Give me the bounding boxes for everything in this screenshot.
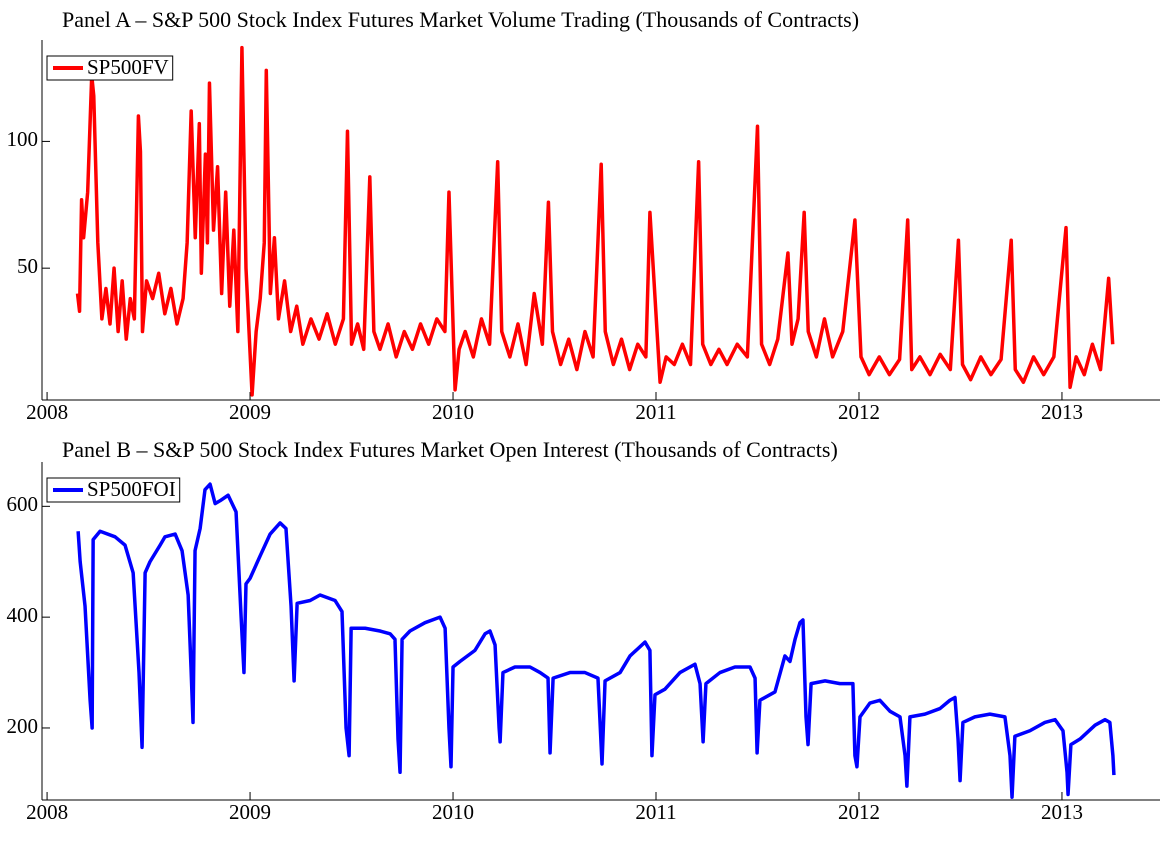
x-tick-label: 2012 [838,400,880,424]
x-tick-label: 2010 [432,400,474,424]
legend: SP500FV [46,55,174,81]
legend-label: SP500FOI [87,477,176,501]
data-line [76,482,1116,799]
chart-title: Panel A – S&P 500 Stock Index Futures Ma… [62,7,859,32]
legend-box [46,55,174,81]
y-tick-label: 200 [7,714,39,738]
x-tick-label: 2013 [1041,400,1083,424]
x-tick-label: 2010 [432,800,474,824]
x-tick-label: 2008 [26,400,68,424]
y-tick-label: 400 [7,603,39,627]
x-tick-label: 2008 [26,800,68,824]
x-tick-label: 2013 [1041,800,1083,824]
legend: SP500FOI [46,477,181,503]
y-tick-label: 50 [17,254,38,278]
x-tick-label: 2011 [635,800,676,824]
x-tick-label: 2011 [635,400,676,424]
legend-label: SP500FV [87,55,169,79]
data-line [75,45,1115,397]
x-tick-label: 2009 [229,400,271,424]
x-tick-label: 2012 [838,800,880,824]
y-tick-label: 100 [7,127,39,151]
y-tick-label: 600 [7,492,39,516]
x-tick-label: 2009 [229,800,271,824]
chart-title: Panel B – S&P 500 Stock Index Futures Ma… [62,437,838,462]
